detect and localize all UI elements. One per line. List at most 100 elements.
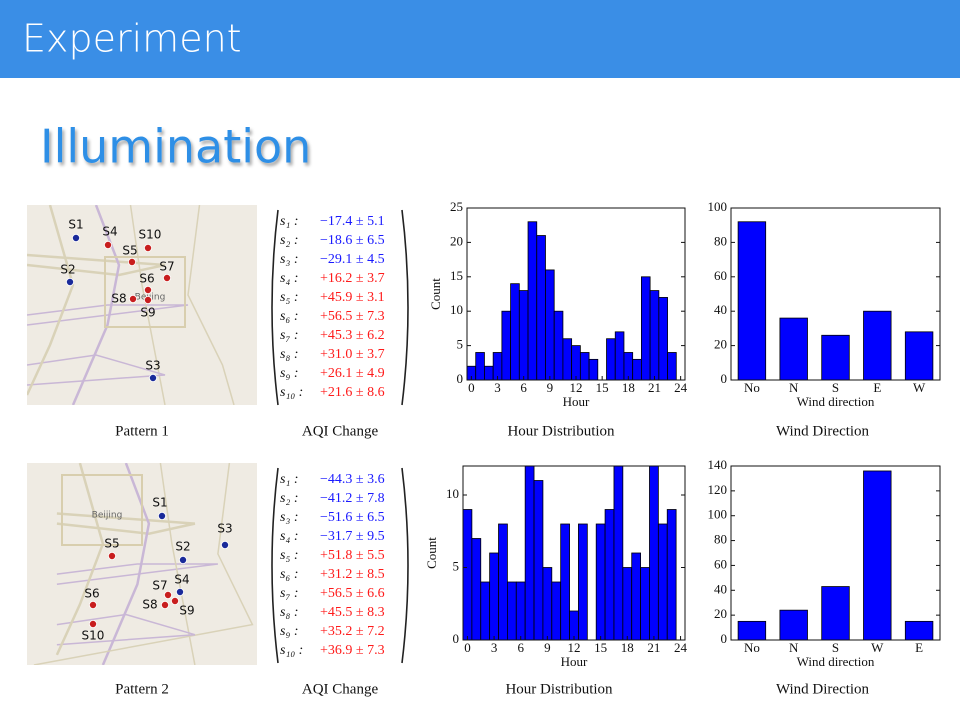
x-tick-label: S xyxy=(832,640,839,655)
paren-left xyxy=(271,467,279,664)
road xyxy=(27,253,166,277)
x-tick-label: 15 xyxy=(594,640,607,655)
histogram-bar xyxy=(518,290,529,380)
station-label: S4 xyxy=(174,573,189,587)
station-label: S3 xyxy=(145,359,160,373)
y-tick-label: 20 xyxy=(714,606,727,621)
x-tick-label: No xyxy=(744,380,760,395)
road xyxy=(33,463,254,665)
paren-left xyxy=(271,209,279,406)
histogram-bar xyxy=(489,552,499,640)
chart-title: Hour Distribution xyxy=(505,681,613,697)
aqi-label: s₈ : xyxy=(280,347,298,362)
histogram-bar xyxy=(545,269,555,380)
aqi-value: −17.4 ± 5.1 xyxy=(320,214,385,229)
station-label: S1 xyxy=(152,496,167,510)
station-dot xyxy=(160,601,169,610)
histogram-bar xyxy=(667,352,677,380)
x-tick-label: 18 xyxy=(622,380,635,395)
road xyxy=(27,205,75,396)
y-tick-label: 10 xyxy=(446,486,459,501)
aqi-value: −18.6 ± 6.5 xyxy=(320,233,385,248)
station-label: S6 xyxy=(84,587,99,601)
station-label: S8 xyxy=(142,598,157,612)
y-tick-label: 40 xyxy=(714,302,727,317)
station-dot xyxy=(143,285,152,294)
aqi-label: s₁ : xyxy=(280,214,298,229)
station-dot xyxy=(163,591,172,600)
histogram-bar xyxy=(527,221,538,380)
y-tick-label: 80 xyxy=(714,532,727,547)
axes-frame xyxy=(730,207,941,381)
aqi-value: +16.2 ± 3.7 xyxy=(320,271,385,286)
station-label: S9 xyxy=(179,604,194,618)
x-tick-label: 3 xyxy=(491,640,498,655)
x-tick-label: 18 xyxy=(621,640,634,655)
aqi-value: +45.3 ± 6.2 xyxy=(320,328,385,343)
histogram-bar xyxy=(569,610,579,640)
histogram-bar xyxy=(562,338,573,380)
histogram-bar xyxy=(657,523,668,640)
station-dot xyxy=(104,240,113,249)
x-tick-label: 12 xyxy=(568,640,581,655)
station-label: S4 xyxy=(102,225,117,239)
x-tick-label: 9 xyxy=(547,380,554,395)
x-tick-label: N xyxy=(789,640,799,655)
station-dot xyxy=(175,588,184,597)
aqi-label: s₃ : xyxy=(280,252,298,267)
histogram-bar xyxy=(622,567,633,640)
station-label: S10 xyxy=(139,228,162,242)
aqi-label: s₆ : xyxy=(280,567,298,582)
x-tick-label: 6 xyxy=(517,640,524,655)
y-tick-label: 80 xyxy=(714,233,727,248)
x-tick-label: W xyxy=(871,640,884,655)
bar xyxy=(904,620,934,640)
road xyxy=(55,463,105,656)
y-tick-label: 100 xyxy=(708,199,728,214)
bar xyxy=(737,620,767,640)
x-tick-label: W xyxy=(913,380,926,395)
header-bar xyxy=(0,0,960,78)
aqi-label: s₁₀ : xyxy=(280,643,303,658)
x-tick-label: 0 xyxy=(464,640,471,655)
map-caption: Pattern 2 xyxy=(115,681,169,697)
y-tick-label: 10 xyxy=(450,302,463,317)
road xyxy=(56,563,218,585)
histogram-bar xyxy=(492,352,503,380)
aqi-label: s₅ : xyxy=(280,290,298,305)
aqi-value: +45.5 ± 8.3 xyxy=(320,605,385,620)
aqi-label: s₇ : xyxy=(280,586,298,601)
histogram-bar xyxy=(510,283,520,380)
x-tick-label: 12 xyxy=(570,380,583,395)
histogram-bar xyxy=(595,523,606,640)
aqi-value: +56.5 ± 6.6 xyxy=(320,586,385,601)
y-axis-label: Count xyxy=(428,278,443,310)
histogram-bar xyxy=(484,365,494,380)
bar xyxy=(737,221,767,380)
x-tick-label: 6 xyxy=(520,380,527,395)
station-label: S8 xyxy=(111,292,126,306)
histogram-bar xyxy=(632,358,642,380)
axes-frame xyxy=(466,207,686,381)
x-tick-label: 24 xyxy=(674,640,688,655)
road xyxy=(56,512,196,535)
map-caption: Pattern 1 xyxy=(115,423,169,439)
station-dot xyxy=(220,541,229,550)
aqi-label: s₆ : xyxy=(280,309,298,324)
y-tick-label: 40 xyxy=(714,581,727,596)
y-tick-label: 0 xyxy=(453,631,460,646)
bar xyxy=(779,317,808,380)
histogram-bar xyxy=(542,567,553,640)
x-tick-label: 3 xyxy=(494,380,501,395)
bar xyxy=(904,331,934,380)
station-label: S1 xyxy=(68,218,83,232)
histogram-bar xyxy=(588,358,599,380)
aqi-value: +56.5 ± 7.3 xyxy=(320,309,385,324)
x-tick-label: 21 xyxy=(647,640,660,655)
y-tick-label: 0 xyxy=(721,631,728,646)
histogram-bar xyxy=(623,352,634,380)
x-tick-label: 24 xyxy=(674,380,688,395)
bar xyxy=(821,586,850,640)
